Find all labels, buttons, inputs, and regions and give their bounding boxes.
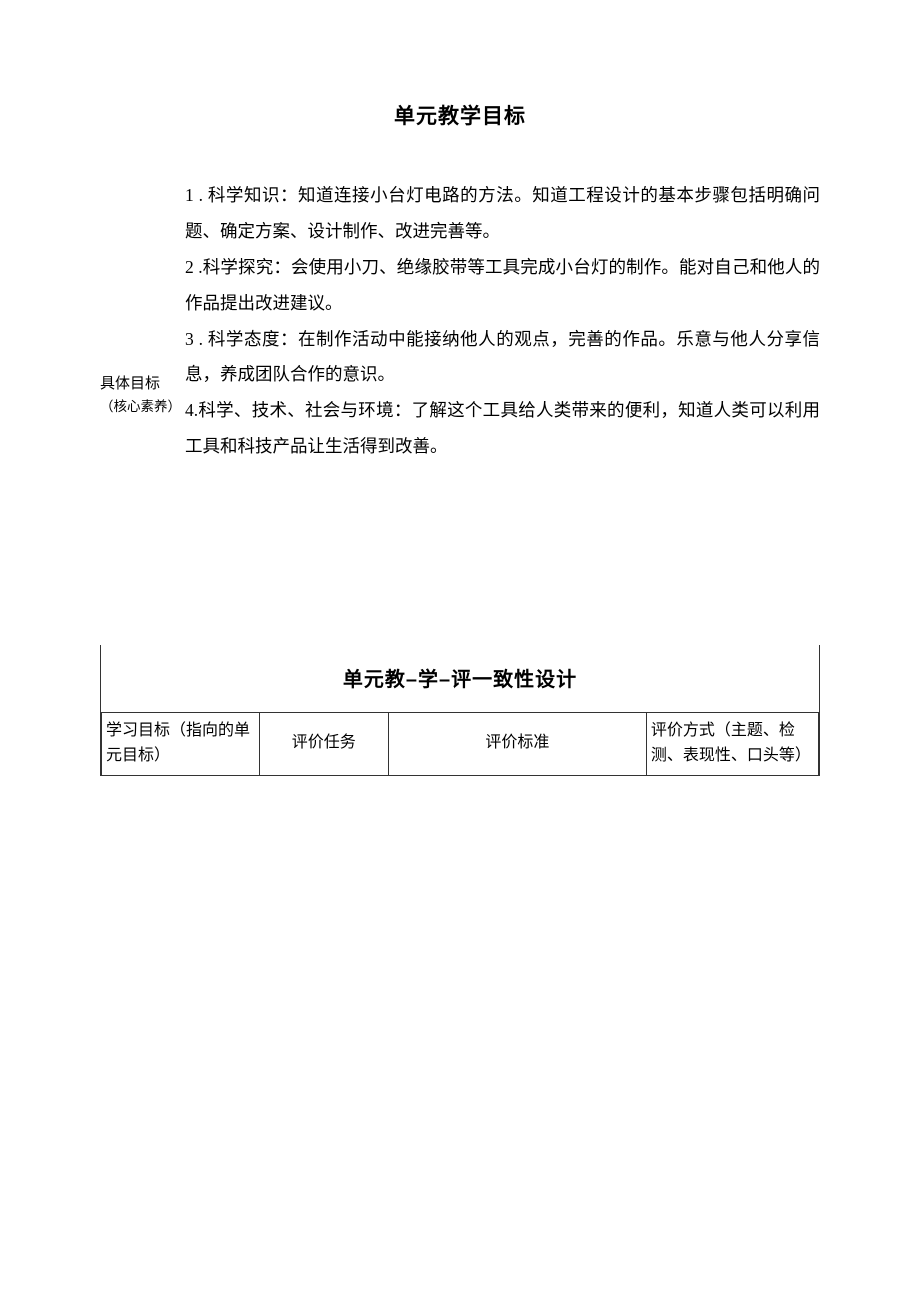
goals-label-main: 具体目标 (100, 376, 160, 392)
table-header-row: 学习目标（指向的单元目标） 评价任务 评价标准 评价方式（主题、检测、表现性、口… (102, 713, 819, 776)
consistency-table: 学习目标（指向的单元目标） 评价任务 评价标准 评价方式（主题、检测、表现性、口… (101, 712, 819, 776)
goals-label-sub: （核心素养） (100, 399, 181, 414)
goal-item: 2 .科学探究：会使用小刀、绝缘胶带等工具完成小台灯的制作。能对自己和他人的作品… (185, 250, 820, 322)
goal-item: 1 . 科学知识：知道连接小台灯电路的方法。知道工程设计的基本步骤包括明确问题、… (185, 178, 820, 250)
table-header-cell: 评价标准 (388, 713, 646, 776)
goals-content: 1 . 科学知识：知道连接小台灯电路的方法。知道工程设计的基本步骤包括明确问题、… (185, 178, 820, 465)
document-page: 单元教学目标 具体目标 （核心素养） 1 . 科学知识：知道连接小台灯电路的方法… (0, 0, 920, 836)
goal-item: 4.科学、技术、社会与环境：了解这个工具给人类带来的便利，知道人类可以利用工具和… (185, 393, 820, 465)
section-title-goals: 单元教学目标 (100, 100, 820, 130)
table-header-cell: 评价方式（主题、检测、表现性、口头等） (646, 713, 818, 776)
goals-label: 具体目标 （核心素养） (100, 178, 185, 418)
table-header-cell: 学习目标（指向的单元目标） (102, 713, 260, 776)
consistency-section: 单元教–学–评一致性设计 学习目标（指向的单元目标） 评价任务 评价标准 评价方… (100, 645, 820, 776)
goal-item: 3 . 科学态度：在制作活动中能接纳他人的观点，完善的作品。乐意与他人分享信息，… (185, 322, 820, 394)
table-header-cell: 评价任务 (259, 713, 388, 776)
section-title-consistency: 单元教–学–评一致性设计 (101, 663, 819, 692)
goals-block: 具体目标 （核心素养） 1 . 科学知识：知道连接小台灯电路的方法。知道工程设计… (100, 178, 820, 465)
